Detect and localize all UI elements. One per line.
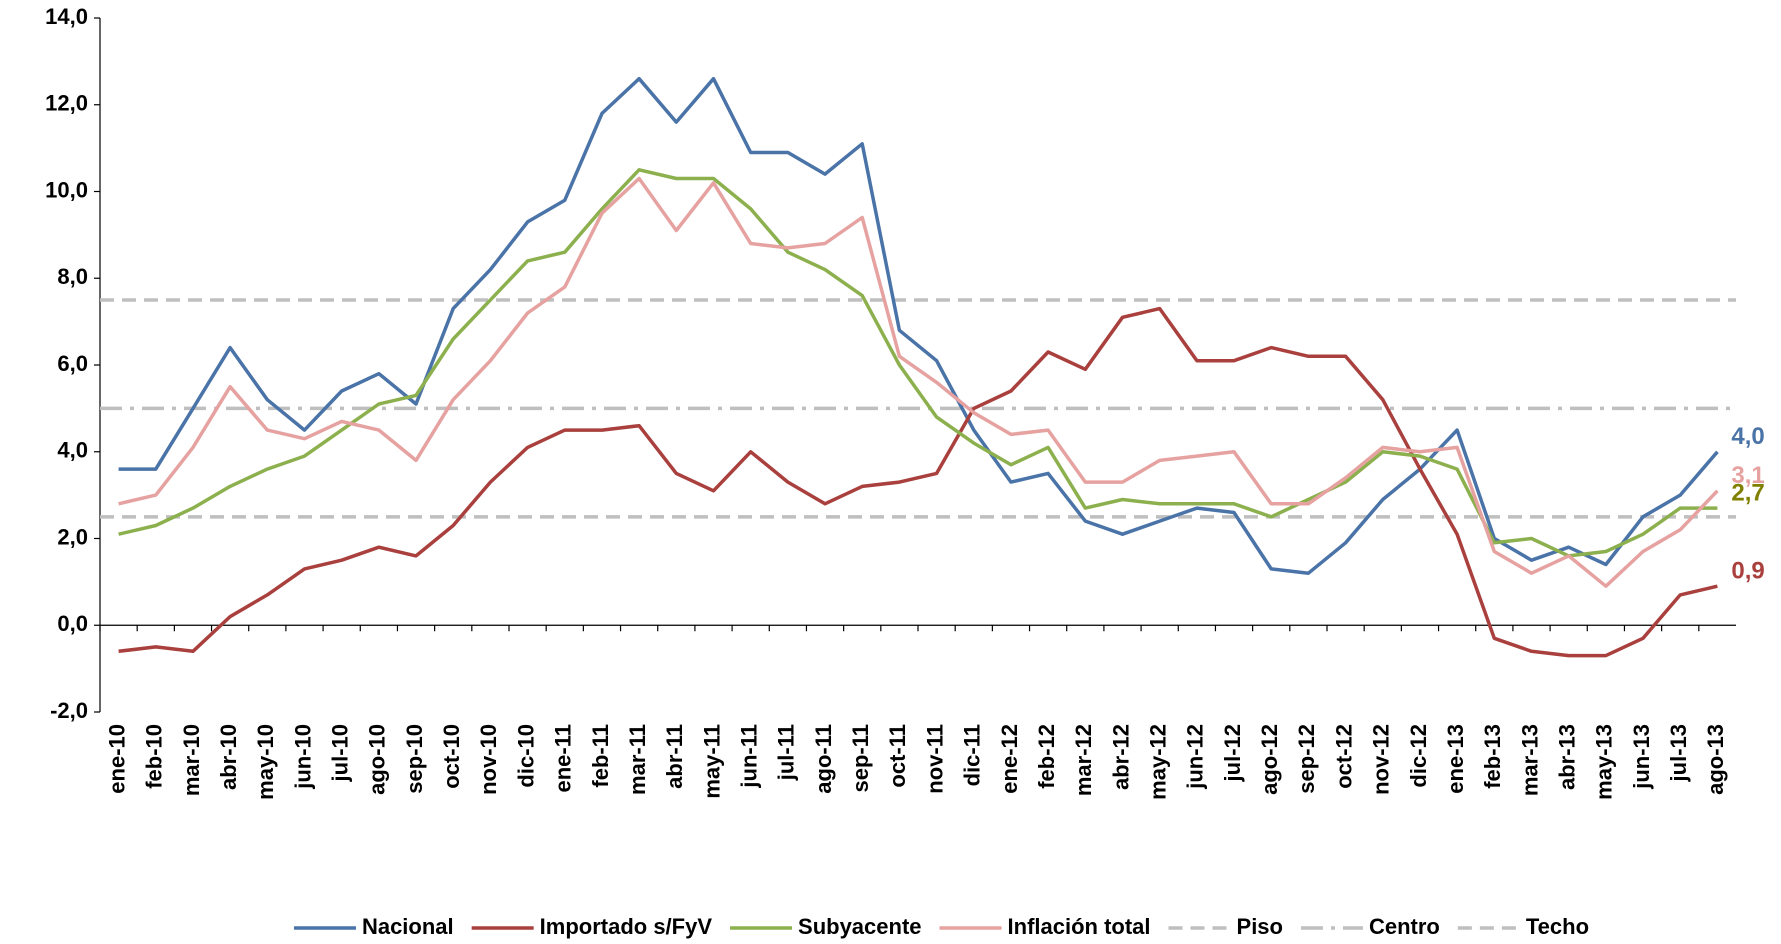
data-label: 2,7: [1731, 479, 1764, 506]
x-tick-label: feb-12: [1034, 724, 1059, 789]
x-tick-label: sep-12: [1294, 724, 1319, 794]
series-line: [118, 176, 1719, 588]
y-tick-label: 14,0: [45, 4, 88, 29]
x-tick-label: ago-10: [365, 724, 390, 795]
x-tick-label: nov-11: [922, 724, 947, 794]
x-tick-label: sep-11: [848, 724, 873, 793]
x-tick-label: feb-13: [1480, 724, 1505, 789]
x-tick-label: jul-10: [327, 724, 352, 782]
x-tick-label: abr-12: [1108, 724, 1133, 790]
data-label: 4,0: [1731, 423, 1764, 450]
x-tick-label: dic-10: [513, 724, 538, 788]
x-tick-label: ago-13: [1703, 724, 1728, 795]
x-tick-label: feb-11: [588, 724, 613, 788]
x-tick-label: jun-10: [290, 724, 315, 790]
x-tick-label: jul-12: [1220, 724, 1245, 782]
legend-label: Importado s/FyV: [540, 914, 713, 939]
data-label: 0,9: [1731, 558, 1764, 585]
x-tick-label: abr-10: [216, 724, 241, 790]
y-tick-label: 0,0: [57, 611, 88, 636]
data-label: 3,1: [1731, 462, 1764, 489]
x-tick-label: abr-11: [662, 724, 687, 789]
legend-label: Piso: [1237, 914, 1283, 939]
x-tick-label: jul-13: [1666, 724, 1691, 782]
x-tick-label: mar-13: [1517, 724, 1542, 796]
legend-label: Subyacente: [798, 914, 922, 939]
x-tick-label: ene-12: [997, 724, 1022, 794]
x-tick-label: sep-10: [402, 724, 427, 794]
x-tick-label: oct-12: [1331, 724, 1356, 789]
x-tick-label: feb-10: [142, 724, 167, 789]
y-tick-label: 8,0: [57, 264, 88, 289]
x-tick-label: jun-13: [1629, 724, 1654, 790]
x-tick-label: may-12: [1145, 724, 1170, 800]
x-tick-label: nov-12: [1369, 724, 1394, 795]
x-tick-label: mar-10: [179, 724, 204, 796]
y-tick-label: 10,0: [45, 177, 88, 202]
x-tick-label: abr-13: [1554, 724, 1579, 790]
x-tick-label: may-10: [253, 724, 278, 800]
x-tick-label: oct-10: [439, 724, 464, 789]
x-tick-label: oct-11: [885, 724, 910, 788]
x-tick-label: nov-10: [476, 724, 501, 795]
x-tick-label: jul-11: [774, 724, 799, 781]
series-line: [118, 306, 1718, 658]
x-tick-label: dic-12: [1406, 724, 1431, 788]
x-tick-label: ene-13: [1443, 724, 1468, 794]
x-tick-label: ago-12: [1257, 724, 1282, 795]
x-tick-label: ene-11: [551, 724, 576, 793]
y-tick-label: 2,0: [57, 524, 88, 549]
x-tick-label: mar-12: [1071, 724, 1096, 796]
series-line: [118, 76, 1719, 575]
y-tick-label: 12,0: [45, 91, 88, 116]
series-line: [118, 168, 1718, 558]
legend-label: Inflación total: [1008, 914, 1151, 939]
x-tick-label: may-13: [1592, 724, 1617, 800]
x-tick-label: ago-11: [811, 724, 836, 794]
y-tick-label: -2,0: [50, 698, 88, 723]
legend-label: Centro: [1369, 914, 1440, 939]
legend-label: Nacional: [362, 914, 454, 939]
y-tick-label: 6,0: [57, 351, 88, 376]
y-tick-label: 4,0: [57, 438, 88, 463]
x-tick-label: ene-10: [104, 724, 129, 794]
x-tick-label: mar-11: [625, 724, 650, 795]
x-tick-label: jun-12: [1183, 724, 1208, 790]
x-tick-label: may-11: [699, 724, 724, 799]
x-tick-label: dic-11: [960, 724, 985, 786]
legend-label: Techo: [1526, 914, 1589, 939]
x-tick-label: jun-11: [736, 724, 761, 789]
